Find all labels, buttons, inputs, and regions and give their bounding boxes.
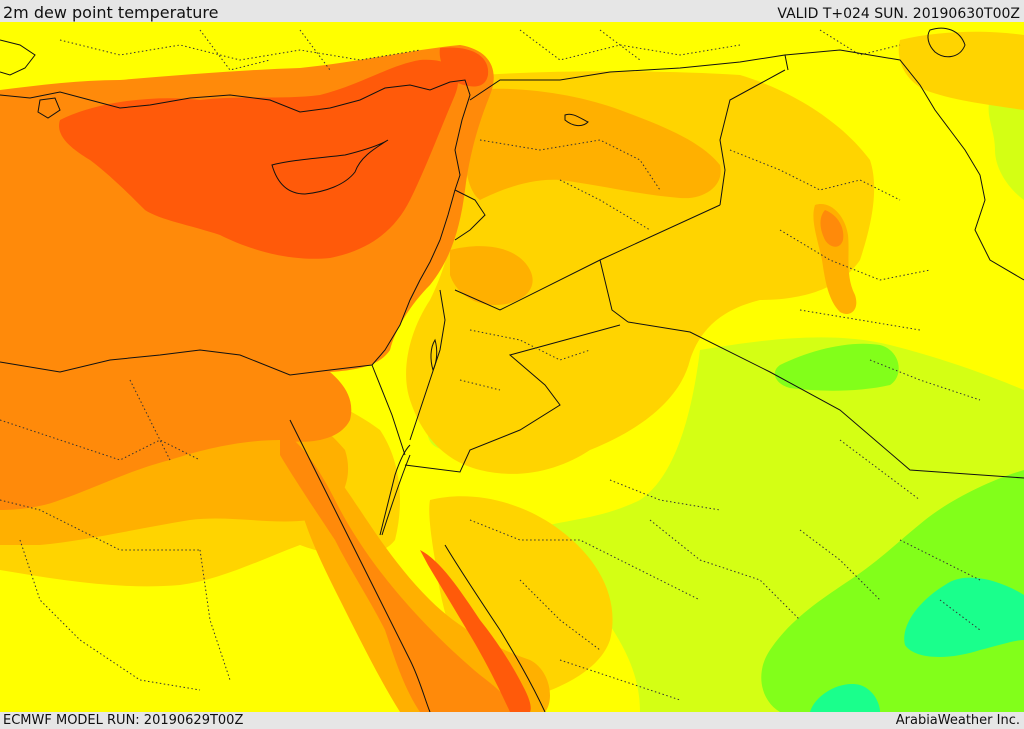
field-spring-green-south (810, 684, 880, 712)
regions-saudi (469, 479, 801, 701)
cyprus-outline (271, 139, 389, 195)
lake-assad (564, 113, 589, 127)
field-orange-redsea (280, 430, 515, 712)
lake-van (927, 27, 966, 58)
coast-sinai-east (379, 444, 411, 536)
model-run-label: ECMWF MODEL RUN: 20190629T00Z (3, 713, 244, 728)
border-egypt-coast (0, 349, 373, 376)
coast-sinai-west (289, 419, 431, 712)
coast-aqaba (381, 454, 411, 536)
dead-sea (430, 338, 438, 372)
field-spring-green (904, 577, 1024, 657)
aegean-islands (0, 39, 61, 119)
header-bar: 2m dew point temperature VALID T+024 SUN… (0, 0, 1024, 22)
field-red-orange-mediterranean (59, 59, 459, 259)
coast-levant (371, 189, 456, 366)
regions-egypt (0, 379, 231, 691)
regions-iraq (729, 149, 981, 401)
field-light-orange-jordan (450, 246, 533, 305)
border-syria-iraq-east (719, 69, 786, 206)
map-title: 2m dew point temperature (3, 3, 219, 22)
regions-jordan (459, 329, 591, 391)
valid-time: VALID T+024 SUN. 20190630T00Z (777, 6, 1020, 22)
dew-point-map[interactable] (0, 22, 1024, 712)
border-syria-jordan (454, 204, 721, 311)
field-yellow-green-ne (988, 90, 1024, 200)
field-red-orange-redsea (420, 550, 531, 712)
field-light-orange-syria (463, 88, 721, 200)
regions-east (799, 439, 981, 631)
footer-bar: ECMWF MODEL RUN: 20190629T00Z ArabiaWeat… (0, 712, 1024, 729)
coastlines (0, 27, 966, 712)
field-orange-iraq (820, 210, 844, 247)
border-syria-turkey (469, 54, 789, 101)
border-iraq-saudi (627, 321, 1024, 479)
coast-turkey-south (0, 79, 471, 191)
field-orange-egypt-delta (0, 372, 352, 510)
credit-label: ArabiaWeather Inc. (895, 713, 1020, 728)
regions-turkey (59, 29, 901, 71)
border-lebanon-syria (454, 189, 486, 241)
field-lime-iraq (774, 343, 899, 391)
regions-syria (479, 139, 661, 231)
border-iraq-north (784, 49, 1024, 281)
map-panel[interactable] (0, 22, 1024, 712)
border-egypt-israel (371, 364, 406, 456)
border-jordan-east (404, 324, 621, 473)
national-borders (0, 49, 1024, 479)
border-syria-iraq (599, 259, 629, 323)
field-gold-ne (898, 31, 1024, 110)
coast-saudi-west (444, 544, 546, 712)
regional-borders (0, 29, 981, 701)
field-red-orange-coast (439, 47, 489, 87)
